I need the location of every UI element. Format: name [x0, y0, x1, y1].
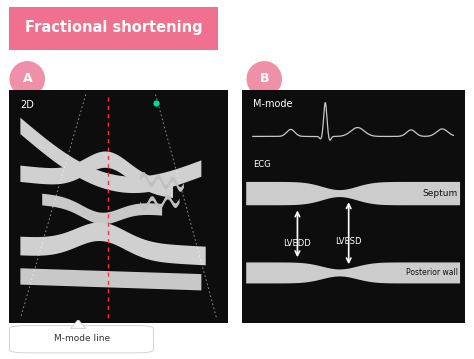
- Polygon shape: [20, 222, 206, 265]
- FancyBboxPatch shape: [9, 326, 154, 353]
- FancyBboxPatch shape: [7, 87, 230, 325]
- Text: Fractional shortening: Fractional shortening: [25, 20, 202, 35]
- Polygon shape: [71, 320, 86, 328]
- Text: M-mode: M-mode: [253, 99, 292, 109]
- Polygon shape: [20, 118, 201, 193]
- Text: LVEDD: LVEDD: [283, 239, 311, 248]
- Text: LVESD: LVESD: [336, 237, 362, 246]
- Text: A: A: [22, 73, 32, 85]
- Polygon shape: [140, 195, 180, 211]
- Text: Posterior wall: Posterior wall: [406, 269, 458, 278]
- Text: ECG: ECG: [253, 160, 271, 169]
- Circle shape: [10, 62, 44, 96]
- Polygon shape: [20, 151, 173, 198]
- Text: B: B: [259, 73, 269, 85]
- FancyBboxPatch shape: [0, 6, 230, 52]
- Text: Septum: Septum: [423, 189, 458, 198]
- Polygon shape: [140, 172, 184, 192]
- Text: M-mode line: M-mode line: [55, 334, 110, 343]
- Text: 2D: 2D: [20, 100, 34, 110]
- Circle shape: [247, 62, 281, 96]
- Polygon shape: [42, 194, 162, 224]
- FancyBboxPatch shape: [239, 87, 467, 325]
- Polygon shape: [246, 262, 460, 283]
- Polygon shape: [20, 268, 201, 290]
- Polygon shape: [246, 182, 460, 205]
